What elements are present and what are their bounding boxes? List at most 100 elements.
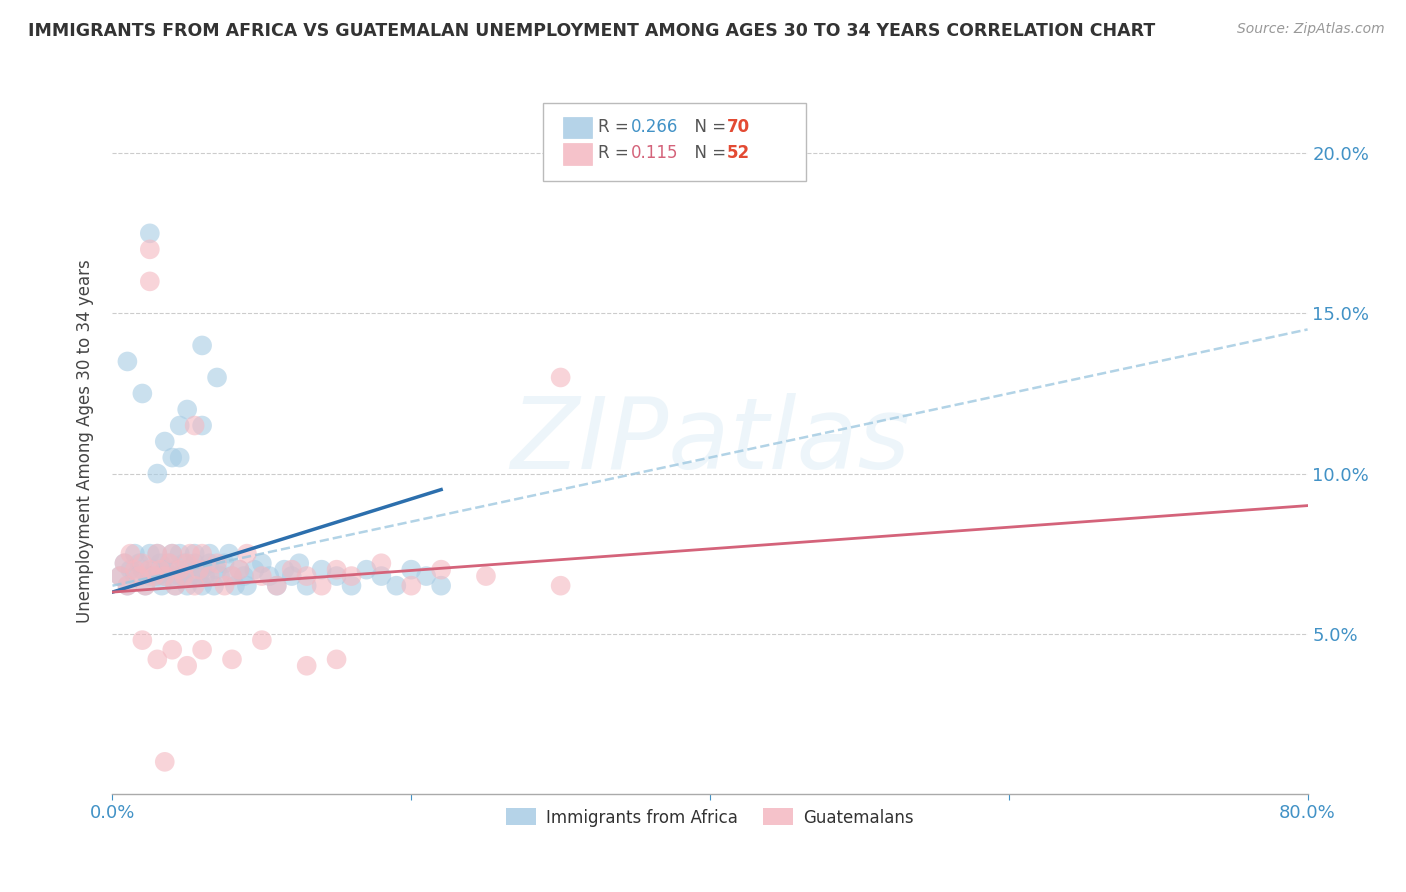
Point — [259, 569, 281, 583]
Point — [176, 402, 198, 417]
Point — [176, 658, 198, 673]
Point — [143, 563, 166, 577]
Point — [221, 569, 243, 583]
Point — [243, 563, 266, 577]
Point — [325, 563, 347, 577]
Point — [295, 579, 318, 593]
Point — [430, 563, 453, 577]
Point — [198, 569, 221, 583]
Point — [162, 547, 183, 561]
Point — [218, 547, 240, 561]
Point — [250, 556, 273, 570]
Point — [120, 547, 142, 561]
Point — [150, 579, 173, 593]
Text: N =: N = — [683, 145, 731, 162]
Point — [120, 563, 142, 577]
Point — [183, 556, 205, 570]
Point — [281, 563, 304, 577]
Point — [188, 569, 211, 583]
Point — [191, 579, 214, 593]
Point — [183, 547, 205, 561]
Point — [250, 633, 273, 648]
Text: R =: R = — [598, 145, 634, 162]
Point — [202, 579, 225, 593]
Point — [165, 579, 187, 593]
Point — [128, 569, 150, 583]
Point — [191, 642, 214, 657]
Point — [108, 569, 131, 583]
Point — [139, 547, 162, 561]
Point — [146, 467, 169, 481]
Point — [205, 563, 228, 577]
Point — [139, 569, 162, 583]
Point — [176, 579, 198, 593]
Point — [370, 556, 392, 570]
Point — [183, 579, 205, 593]
Point — [221, 652, 243, 666]
Text: 0.266: 0.266 — [631, 118, 679, 136]
Y-axis label: Unemployment Among Ages 30 to 34 years: Unemployment Among Ages 30 to 34 years — [76, 260, 94, 624]
Point — [385, 579, 408, 593]
Point — [233, 569, 256, 583]
Point — [139, 274, 162, 288]
Point — [176, 563, 198, 577]
Point — [146, 652, 169, 666]
Point — [194, 569, 217, 583]
Text: ZIPatlas: ZIPatlas — [510, 393, 910, 490]
FancyBboxPatch shape — [562, 144, 592, 165]
Point — [117, 354, 139, 368]
Point — [370, 569, 392, 583]
Point — [191, 418, 214, 433]
Point — [281, 569, 304, 583]
Point — [191, 563, 214, 577]
Point — [179, 569, 201, 583]
Point — [183, 418, 205, 433]
Point — [108, 569, 131, 583]
FancyBboxPatch shape — [562, 117, 592, 138]
Point — [146, 547, 169, 561]
Point — [162, 547, 183, 561]
Point — [401, 579, 423, 593]
Point — [340, 569, 363, 583]
Point — [311, 563, 333, 577]
Text: 0.115: 0.115 — [631, 145, 679, 162]
Point — [153, 563, 176, 577]
Point — [169, 547, 191, 561]
Point — [191, 547, 214, 561]
Point — [139, 243, 162, 257]
Point — [550, 370, 572, 384]
Point — [146, 569, 169, 583]
Point — [128, 556, 150, 570]
Point — [236, 547, 259, 561]
Point — [173, 569, 195, 583]
Point — [131, 556, 153, 570]
Point — [169, 450, 191, 465]
Point — [224, 579, 246, 593]
Point — [117, 579, 139, 593]
Point — [173, 556, 195, 570]
FancyBboxPatch shape — [543, 103, 806, 181]
Text: R =: R = — [598, 118, 634, 136]
Point — [169, 563, 191, 577]
Text: N =: N = — [683, 118, 731, 136]
Point — [146, 547, 169, 561]
Point — [430, 579, 453, 593]
Point — [157, 556, 180, 570]
Point — [250, 569, 273, 583]
Point — [205, 370, 228, 384]
Point — [162, 450, 183, 465]
Point — [214, 579, 236, 593]
Point — [340, 579, 363, 593]
Point — [165, 579, 187, 593]
Point — [166, 563, 188, 577]
Point — [415, 569, 437, 583]
Point — [356, 563, 378, 577]
Point — [124, 569, 146, 583]
Point — [114, 556, 135, 570]
Point — [266, 579, 288, 593]
Point — [117, 579, 139, 593]
Point — [295, 658, 318, 673]
Point — [188, 563, 211, 577]
Point — [153, 755, 176, 769]
Point — [179, 547, 201, 561]
